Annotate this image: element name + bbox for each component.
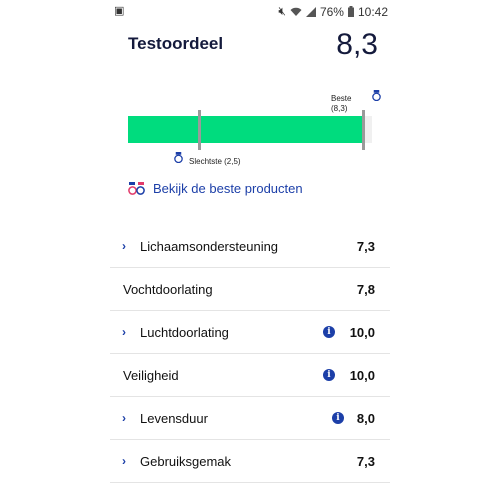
criteria-score: 10,0 [349,367,375,383]
score-fill [128,116,364,143]
wifi-icon [290,7,302,16]
signal-icon [305,6,316,17]
overall-score: 8,3 [336,28,378,61]
criteria-label: Luchtdoorlating [140,324,229,340]
page-title: Testoordeel [128,34,224,53]
battery-percent: 76% [319,4,344,19]
criteria-label: Vochtdoorlating [123,281,213,297]
mute-icon: 🔇︎ [278,4,286,18]
best-label: Beste (8,3) [331,94,351,114]
worst-medal-icon [174,152,183,163]
criteria-row[interactable]: › Gebruiksgemak 7,3 [110,440,390,483]
chevron-right-icon[interactable]: › [122,454,126,468]
info-icon[interactable]: i [323,369,335,381]
status-bar: ▣ 🔇︎ 76% 10:42 [110,0,390,22]
criteria-label: Gebruiksgemak [140,453,232,469]
best-products-link[interactable]: Bekijk de beste producten [128,181,303,196]
chevron-right-icon[interactable]: › [122,239,126,253]
best-marker [362,110,366,150]
best-products-icon [128,182,145,195]
criteria-label: Veiligheid [123,367,179,383]
criteria-score: 7,8 [356,281,375,297]
best-label-value: (8,3) [331,104,348,113]
score-header: Testoordeel 8,3 [128,28,378,64]
criteria-score: 7,3 [356,453,375,469]
criteria-label: Levensduur [140,410,208,426]
info-icon[interactable]: i [332,412,344,424]
chevron-right-icon[interactable]: › [122,325,126,339]
criteria-row: Veiligheid i 10,0 [110,354,390,397]
criteria-row[interactable]: › Lichaamsondersteuning 7,3 [110,225,390,268]
criteria-score: 10,0 [349,324,375,340]
criteria-row[interactable]: › Luchtdoorlating i 10,0 [110,311,390,354]
criteria-list: › Lichaamsondersteuning 7,3 Vochtdoorlating… [110,225,390,483]
battery-icon [347,6,354,17]
criteria-score: 7,3 [356,238,375,254]
criteria-score: 8,0 [356,410,375,426]
status-icons: 🔇︎ 76% 10:42 [278,4,388,19]
chevron-right-icon[interactable]: › [122,411,126,425]
score-range-chart: Beste (8,3) Slechtste (2,5) [128,86,381,171]
status-time: 10:42 [357,4,388,19]
app-notification-icon: ▣ [114,5,125,17]
best-label-text: Beste [331,94,352,103]
worst-label: Slechtste (2,5) [189,157,241,166]
criteria-row: Vochtdoorlating 7,8 [110,268,390,311]
criteria-label: Lichaamsondersteuning [140,238,279,254]
best-products-label: Bekijk de beste producten [153,181,303,196]
best-medal-icon [372,90,381,101]
info-icon[interactable]: i [323,326,335,338]
worst-marker [197,110,201,150]
criteria-row[interactable]: › Levensduur i 8,0 [110,397,390,440]
